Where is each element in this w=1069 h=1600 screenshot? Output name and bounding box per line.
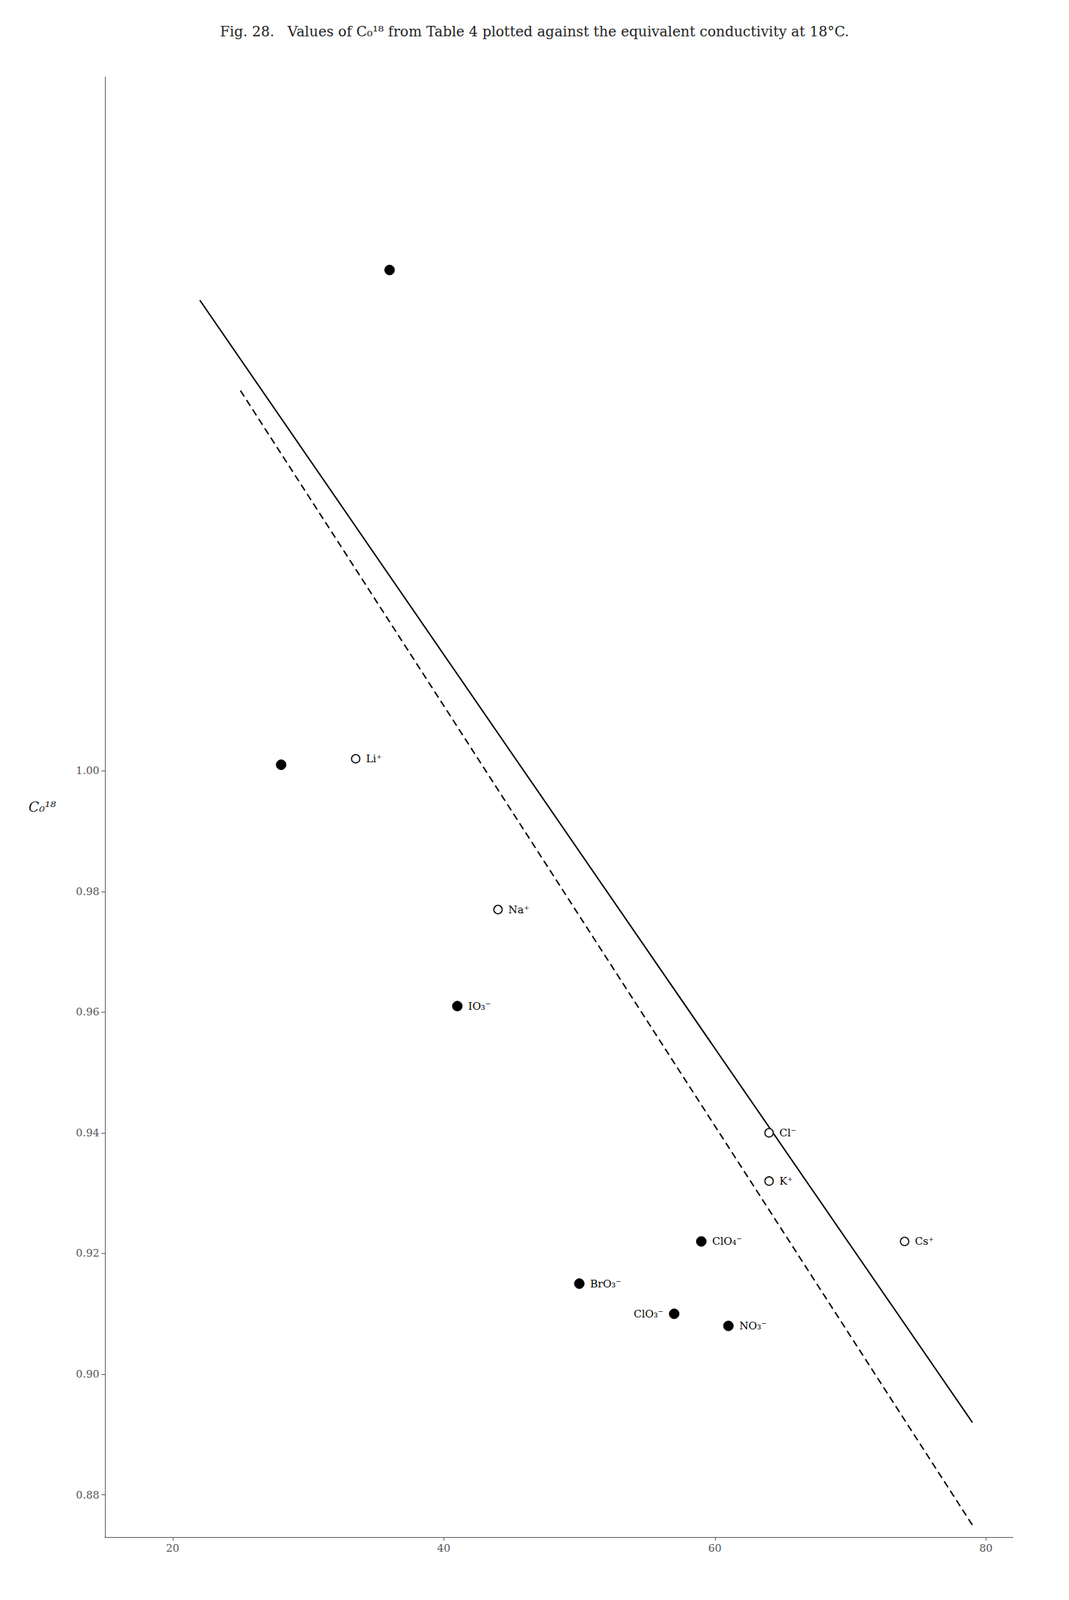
svg-text:Fig. 28. Values of C₀¹⁸ from: Fig. 28. Values of C₀¹⁸ from Table 4 plo… bbox=[219, 23, 849, 40]
svg-text:60: 60 bbox=[708, 1542, 722, 1556]
svg-text:Na⁺: Na⁺ bbox=[508, 903, 530, 917]
svg-text:BrO₃⁻: BrO₃⁻ bbox=[590, 1278, 622, 1291]
svg-text:1.00: 1.00 bbox=[76, 764, 100, 778]
svg-text:0.94: 0.94 bbox=[76, 1127, 100, 1140]
svg-text:Li⁺: Li⁺ bbox=[365, 752, 382, 766]
svg-text:40: 40 bbox=[437, 1542, 451, 1556]
svg-text:Cs⁺: Cs⁺ bbox=[915, 1235, 934, 1249]
svg-text:0.90: 0.90 bbox=[76, 1368, 100, 1382]
svg-text:80: 80 bbox=[979, 1542, 993, 1556]
svg-text:0.88: 0.88 bbox=[76, 1489, 100, 1503]
svg-text:20: 20 bbox=[165, 1542, 180, 1556]
svg-text:0.92: 0.92 bbox=[76, 1247, 100, 1260]
svg-text:ClO₃⁻: ClO₃⁻ bbox=[633, 1308, 664, 1321]
svg-text:NO₃⁻: NO₃⁻ bbox=[739, 1320, 767, 1333]
svg-text:ClO₄⁻: ClO₄⁻ bbox=[712, 1235, 743, 1249]
svg-text:C₀¹⁸: C₀¹⁸ bbox=[28, 798, 56, 816]
svg-text:IO₃⁻: IO₃⁻ bbox=[468, 1000, 491, 1014]
svg-text:0.98: 0.98 bbox=[76, 885, 100, 899]
svg-text:Cl⁻: Cl⁻ bbox=[779, 1127, 797, 1140]
svg-text:K⁺: K⁺ bbox=[779, 1175, 793, 1188]
svg-text:0.96: 0.96 bbox=[76, 1006, 100, 1019]
